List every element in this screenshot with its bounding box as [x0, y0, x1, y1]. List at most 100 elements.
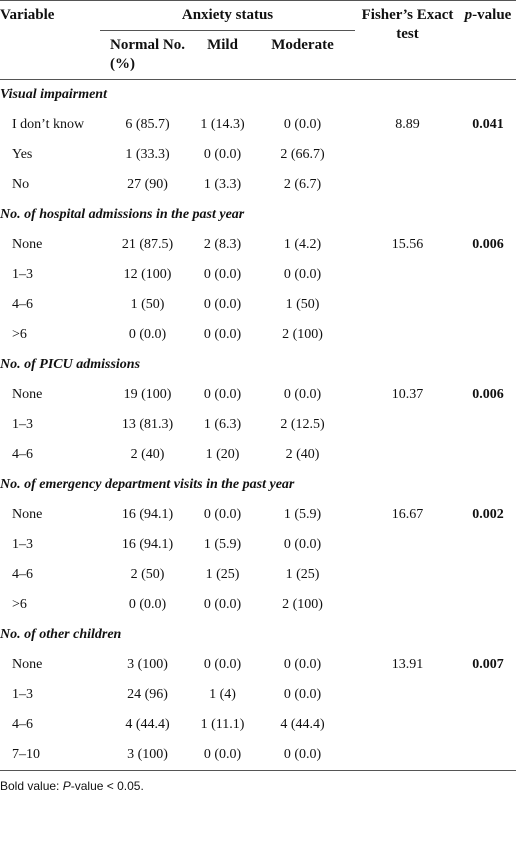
row-label: 4–6 — [12, 297, 33, 312]
data-row: None 3 (100) 0 (0.0) 0 (0.0) 13.91 0.007 — [0, 650, 516, 680]
row-label: 1–3 — [12, 687, 33, 702]
cell: 1 (50) — [285, 297, 320, 312]
footnote-text: -value < 0.05. — [70, 779, 144, 793]
data-row: None 19 (100) 0 (0.0) 0 (0.0) 10.37 0.006 — [0, 380, 516, 410]
cell: 16 (94.1) — [121, 507, 174, 522]
row-label: 4–6 — [12, 717, 33, 732]
row-label: >6 — [12, 597, 27, 612]
fisher-value: 8.89 — [395, 117, 420, 132]
empty-cell — [460, 140, 516, 170]
cell: 12 (100) — [123, 267, 172, 282]
fisher-value: 13.91 — [391, 657, 424, 672]
cell: 19 (100) — [123, 387, 172, 402]
data-row: None 21 (87.5) 2 (8.3) 1 (4.2) 15.56 0.006 — [0, 230, 516, 260]
cell: 4 (44.4) — [125, 717, 170, 732]
section-row: No. of emergency department visits in th… — [0, 470, 516, 500]
cell: 0 (0.0) — [203, 657, 242, 672]
cell: 1 (11.1) — [200, 717, 245, 732]
cell: 0 (0.0) — [283, 747, 322, 762]
row-label: >6 — [12, 327, 27, 342]
cell: 1 (4.2) — [283, 237, 322, 252]
footnote-text: Bold value: — [0, 779, 63, 793]
cell: 21 (87.5) — [121, 237, 174, 252]
p-value: 0.002 — [472, 507, 504, 522]
cell: 24 (96) — [127, 687, 168, 702]
p-value: 0.041 — [472, 117, 504, 132]
cell: 0 (0.0) — [203, 387, 242, 402]
empty-cell — [355, 740, 460, 771]
cell: 2 (66.7) — [280, 147, 325, 162]
cell: 4 (44.4) — [280, 717, 325, 732]
cell: 3 (100) — [127, 747, 168, 762]
empty-cell — [355, 560, 460, 590]
header-cell: Fisher’s Exact test — [355, 0, 461, 80]
header-cell: Mild — [195, 30, 250, 80]
cell: 0 (0.0) — [283, 537, 322, 552]
empty-cell — [355, 530, 460, 560]
section-title: No. of emergency department visits in th… — [0, 477, 295, 492]
row-label: Yes — [12, 147, 33, 162]
empty-cell — [355, 440, 460, 470]
data-row: 7–10 3 (100) 0 (0.0) 0 (0.0) — [0, 740, 516, 771]
data-row: 1–3 13 (81.3) 1 (6.3) 2 (12.5) — [0, 410, 516, 440]
fisher-value: 10.37 — [391, 387, 424, 402]
data-row: No 27 (90) 1 (3.3) 2 (6.7) — [0, 170, 516, 200]
header-cell: Normal No. (%) — [100, 30, 195, 80]
section-title: No. of other children — [0, 627, 122, 642]
header-row: Normal No. (%) Mild Moderate — [0, 30, 516, 80]
data-row: I don’t know 6 (85.7) 1 (14.3) 0 (0.0) 8.89 0… — [0, 110, 516, 140]
header-cell: Variable — [0, 0, 100, 80]
cell: 1 (25) — [205, 567, 240, 582]
cell: 0 (0.0) — [283, 687, 322, 702]
empty-cell — [460, 440, 516, 470]
empty-cell — [355, 260, 460, 290]
data-table: Variable Anxiety status Fisher’s Exact t… — [0, 0, 516, 771]
cell: 3 (100) — [127, 657, 168, 672]
data-row: >6 0 (0.0) 0 (0.0) 2 (100) — [0, 320, 516, 350]
header-text: -value — [472, 7, 512, 23]
cell: 27 (90) — [127, 177, 168, 192]
cell: 0 (0.0) — [203, 297, 242, 312]
cell: 13 (81.3) — [121, 417, 174, 432]
section-title: Visual impairment — [0, 87, 107, 102]
table-body: Visual impairment I don’t know 6 (85.7) 1 (… — [0, 80, 516, 771]
empty-cell — [460, 740, 516, 771]
cell: 0 (0.0) — [283, 657, 322, 672]
row-label: I don’t know — [12, 117, 85, 132]
header-row: Variable Anxiety status Fisher’s Exact t… — [0, 0, 516, 80]
empty-cell — [355, 410, 460, 440]
table-header: Variable Anxiety status Fisher’s Exact t… — [0, 0, 516, 80]
row-label: 1–3 — [12, 417, 33, 432]
data-row: 1–3 12 (100) 0 (0.0) 0 (0.0) — [0, 260, 516, 290]
row-label: 1–3 — [12, 537, 33, 552]
empty-cell — [460, 170, 516, 200]
row-label: 1–3 — [12, 267, 33, 282]
empty-cell — [460, 530, 516, 560]
section-row: No. of hospital admissions in the past y… — [0, 200, 516, 230]
empty-cell — [355, 320, 460, 350]
data-row: Yes 1 (33.3) 0 (0.0) 2 (66.7) — [0, 140, 516, 170]
cell: 1 (50) — [130, 297, 165, 312]
fisher-value: 15.56 — [391, 237, 424, 252]
footnote-text: P — [62, 779, 71, 793]
empty-cell — [355, 290, 460, 320]
data-row: 1–3 16 (94.1) 1 (5.9) 0 (0.0) — [0, 530, 516, 560]
cell: 0 (0.0) — [203, 267, 242, 282]
header-cell: Moderate — [250, 30, 356, 80]
data-row: None 16 (94.1) 0 (0.0) 1 (5.9) 16.67 0.002 — [0, 500, 516, 530]
data-row: 1–3 24 (96) 1 (4) 0 (0.0) — [0, 680, 516, 710]
data-row: 4–6 2 (40) 1 (20) 2 (40) — [0, 440, 516, 470]
empty-cell — [460, 260, 516, 290]
cell: 0 (0.0) — [283, 387, 322, 402]
data-row: 4–6 2 (50) 1 (25) 1 (25) — [0, 560, 516, 590]
cell: 0 (0.0) — [128, 327, 167, 342]
cell: 1 (3.3) — [203, 177, 242, 192]
header-text: p — [464, 7, 473, 23]
section-row: No. of PICU admissions — [0, 350, 516, 380]
cell: 2 (12.5) — [280, 417, 325, 432]
cell: 1 (5.9) — [283, 507, 322, 522]
cell: 0 (0.0) — [203, 597, 242, 612]
data-row: 4–6 1 (50) 0 (0.0) 1 (50) — [0, 290, 516, 320]
cell: 1 (6.3) — [203, 417, 242, 432]
